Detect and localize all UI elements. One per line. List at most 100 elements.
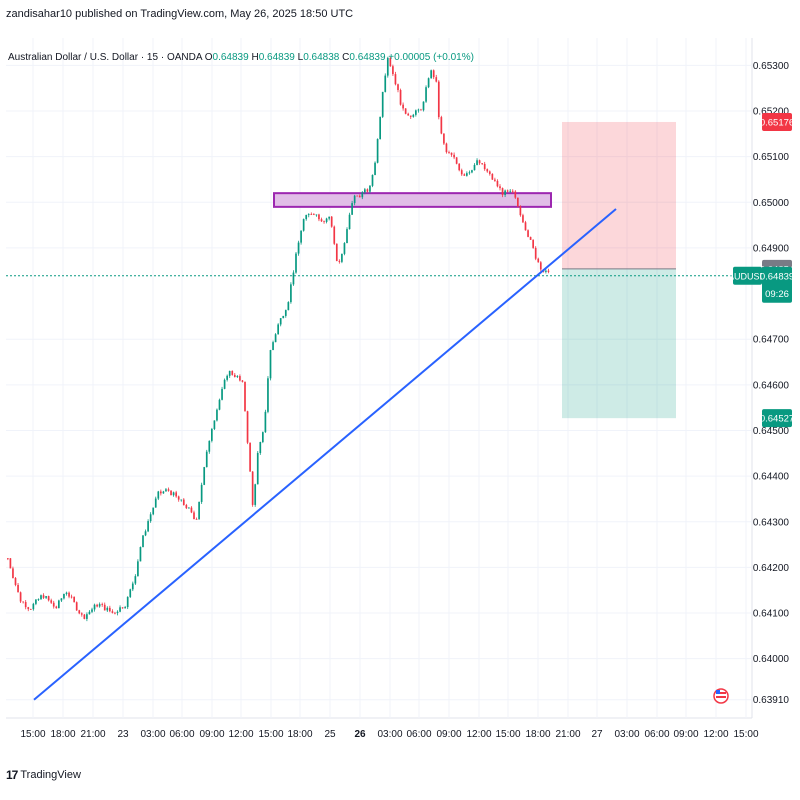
time-tick-label: 25 xyxy=(324,729,336,740)
candle-body xyxy=(361,192,364,198)
price-tick-label: 0.64500 xyxy=(753,426,790,437)
candle xyxy=(256,451,259,485)
candle-body xyxy=(369,185,371,192)
stop-loss-area xyxy=(562,121,676,269)
candle xyxy=(251,471,254,507)
position-tool[interactable] xyxy=(562,121,676,419)
candle-body xyxy=(80,613,83,615)
candle xyxy=(369,184,371,194)
trend-line[interactable] xyxy=(33,208,617,701)
candle-body xyxy=(14,578,17,585)
candle xyxy=(402,102,404,111)
candle-body xyxy=(333,226,336,244)
time-axis[interactable]: 15:00 18:00 21:00 23 03:00 06:00 09:00 12:00 15:… xyxy=(20,729,758,740)
candle xyxy=(307,213,310,218)
candle xyxy=(463,173,466,176)
candle-body xyxy=(481,163,483,165)
candle-body xyxy=(394,74,397,85)
candle-body xyxy=(78,610,81,614)
candle-body xyxy=(119,607,121,612)
brand-label: TradingView xyxy=(20,769,81,781)
candle xyxy=(496,179,499,188)
candle xyxy=(504,189,506,197)
candle xyxy=(501,187,504,198)
candle-body xyxy=(532,239,534,248)
candle xyxy=(488,170,491,176)
candle-body xyxy=(430,70,432,79)
price-tick-label: 0.64700 xyxy=(753,335,790,346)
candle-body xyxy=(460,170,463,175)
candle xyxy=(37,598,40,602)
candle-body xyxy=(486,169,489,172)
candle-body xyxy=(96,604,98,607)
candle-body xyxy=(58,600,60,609)
candle-body xyxy=(88,611,91,615)
candle-body xyxy=(144,531,147,536)
candle-body xyxy=(287,302,290,311)
time-tick-label: 03:00 xyxy=(140,729,165,740)
candle-body xyxy=(506,190,509,192)
candle xyxy=(348,212,351,230)
candle xyxy=(335,243,338,262)
candle-body xyxy=(129,589,132,597)
ohlc-high: 0.64839 xyxy=(258,52,295,63)
price-axis[interactable]: 0.63910 0.64000 0.64100 0.64200 0.64300 0.644… xyxy=(753,61,790,706)
price-tick-label: 0.64600 xyxy=(753,380,790,391)
candle-body xyxy=(450,152,453,155)
candle-body xyxy=(7,558,9,560)
candle-body xyxy=(185,504,188,509)
candle xyxy=(216,408,218,422)
candle xyxy=(239,374,241,382)
candle xyxy=(86,612,88,622)
ohlc-change: +0.00005 (+0.01%) xyxy=(388,52,474,63)
candle-body xyxy=(379,116,381,140)
price-tick-label: 0.64400 xyxy=(753,472,790,483)
time-tick-label: 15:00 xyxy=(733,729,758,740)
candle-body xyxy=(170,490,172,496)
candle-body xyxy=(471,170,473,173)
candle-body xyxy=(267,378,269,412)
ohlc-open-label: O xyxy=(204,52,213,63)
candle xyxy=(295,251,297,274)
candle xyxy=(60,598,63,603)
candle xyxy=(78,609,81,615)
time-tick-label: 03:00 xyxy=(377,729,402,740)
candle xyxy=(249,442,251,472)
candle-body xyxy=(63,593,65,599)
ohlc-high-label: H xyxy=(251,52,259,63)
candle-body xyxy=(325,218,328,222)
candle-body xyxy=(60,598,63,601)
time-tick-label: 06:00 xyxy=(644,729,669,740)
supply-demand-zone[interactable] xyxy=(273,192,552,208)
candle xyxy=(14,577,17,587)
candle-body xyxy=(443,133,445,144)
candle xyxy=(279,318,282,327)
candle xyxy=(305,214,308,221)
tradingview-brand[interactable]: 17 TradingView xyxy=(6,768,81,782)
candle-body xyxy=(404,108,407,114)
candle xyxy=(119,605,121,613)
candle xyxy=(302,218,305,232)
candle-body xyxy=(216,409,218,421)
candle xyxy=(522,213,524,224)
candle-body xyxy=(200,484,203,502)
candle xyxy=(121,607,124,609)
candle xyxy=(231,370,234,376)
candle-body xyxy=(277,324,279,335)
candle xyxy=(379,116,381,140)
candle xyxy=(437,80,440,120)
candle-body xyxy=(27,607,30,610)
candle-body xyxy=(70,596,73,598)
candle-body xyxy=(432,70,435,78)
candle xyxy=(12,566,14,579)
candle xyxy=(341,253,343,264)
candle xyxy=(415,109,417,117)
candle xyxy=(300,230,302,245)
candle xyxy=(111,609,114,614)
candle xyxy=(144,529,147,537)
candle-body xyxy=(68,592,70,597)
candle-body xyxy=(524,222,527,231)
candle xyxy=(98,602,101,608)
